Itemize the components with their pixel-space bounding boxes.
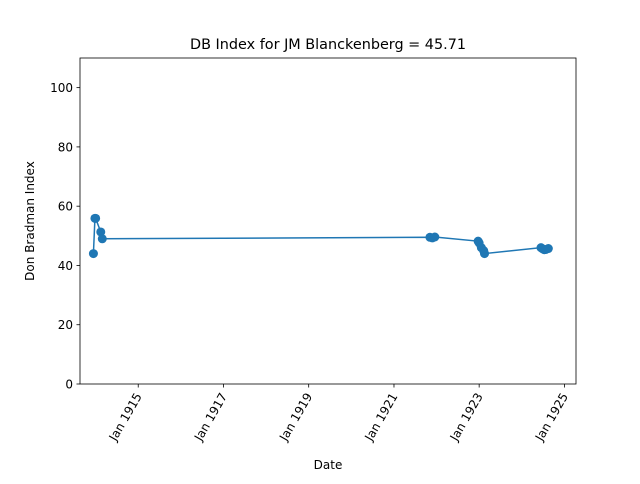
chart-title: DB Index for JM Blanckenberg = 45.71: [190, 37, 466, 53]
data-point: [97, 234, 107, 244]
y-tick-label: 40: [58, 259, 73, 273]
x-axis-label: Date: [314, 458, 343, 472]
series-markers: [88, 213, 553, 259]
data-point: [91, 213, 101, 223]
y-tick-label: 100: [50, 81, 73, 95]
data-point: [88, 249, 98, 259]
data-point: [543, 244, 553, 254]
y-tick-label: 0: [65, 378, 73, 392]
data-point: [480, 249, 490, 259]
data-point: [430, 232, 440, 242]
y-axis-label: Don Bradman Index: [23, 161, 37, 281]
y-tick-label: 20: [58, 318, 73, 332]
data-point: [96, 227, 106, 237]
y-tick-label: 60: [58, 200, 73, 214]
y-tick-label: 80: [58, 140, 73, 154]
y-axis-ticks: 0 20 40 60 80 100: [50, 81, 80, 392]
plot-area-frame: [79, 57, 577, 385]
